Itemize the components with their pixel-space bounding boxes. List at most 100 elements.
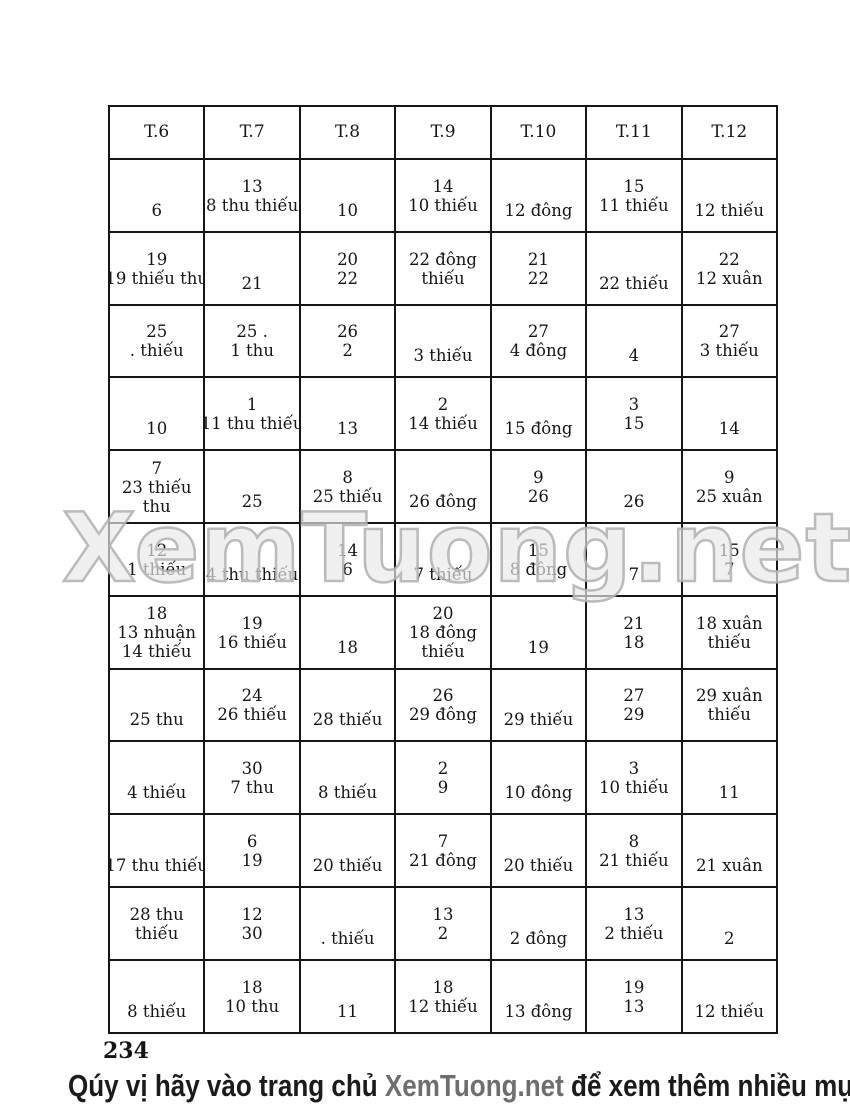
cell-line: 12 [146,540,168,560]
cell-line: 30 [241,759,263,779]
table-cell-r2-c5: 21 22 [491,232,588,306]
cell-line: 21 [623,613,645,633]
cell-line: thiếu [707,632,751,652]
cell-line: 29 thiếu [503,710,574,730]
cell-line: 11 thu thiếu [205,414,301,434]
table-cell-r11-c5: 2 đông [491,887,588,961]
table-cell-r7-c1: 18 13 nhuận 14 thiếu [110,596,206,670]
table-cell-r2-c7: 22 12 xuân [682,232,778,306]
cell-line: thiếu [707,705,751,725]
cell-line: 2 [437,395,449,415]
cell-line: 19 [623,977,645,997]
cell-line: 13 nhuận [117,623,196,643]
cell-line: 26 [527,487,549,507]
table-cell-r12-c6: 19 13 [587,960,683,1034]
table-cell-r6-c7: 15 7 [682,523,778,597]
cell-line: 14 [718,419,740,439]
cell-line: 9 [533,468,544,488]
table-cell-r11-c7: 2 [682,887,778,961]
cell-line: 29 xuân [695,686,763,706]
cell-line: 25 thu [129,710,184,730]
table-cell-r12-c4: 18 12 thiếu [396,960,492,1034]
table-cell-r5-c2: 25 [205,451,301,524]
cell-line: 26 đông [409,491,477,511]
footer-text-suffix: để xem thêm nhiều mục hay khác [571,1068,850,1103]
cell-line: 7 thu [230,778,274,798]
cell-line: 3 thiếu [699,341,759,361]
table-cell-r3-c5: 27 4 đông [491,305,588,379]
table-cell-r4-c1: 10 [110,378,206,452]
footer-brand-link: XemTuong.net [384,1068,564,1103]
cell-line: 15 [718,540,740,560]
table-cell-r7-c7: 18 xuân thiếu [682,596,778,670]
cell-line: 29 đông [409,705,477,725]
table-cell-r3-c3: 26 2 [300,305,397,379]
table-cell-r2-c3: 20 22 [300,232,397,306]
cell-line: 22 đông [409,249,477,269]
column-header-t11: T.11 [587,107,683,160]
table-cell-r10-c1: 17 thu thiếu [110,815,206,888]
footer-text-prefix: Qúy vị hãy vào trang chủ [68,1068,385,1103]
table-grid: T.6 T.7 T.8 T.9 T.10 T.11 T.12 6 13 8 thu thiếu 10… [108,105,778,1034]
table-cell-r10-c3: 20 thiếu [300,815,397,888]
cell-line: 10 thu [225,996,280,1016]
table-cell-r6-c5: 15 8 đông [491,523,588,597]
table-cell-r1-c4: 14 10 thiếu [396,160,492,233]
table-cell-r1-c5: 12 đông [491,160,588,233]
table-cell-r12-c1: 8 thiếu [110,960,206,1034]
cell-line: . thiếu [129,341,184,361]
table-cell-r7-c3: 18 [300,596,397,670]
cell-line: 18 [432,977,454,997]
cell-line: 4 đông [509,341,568,361]
cell-line: 21 thiếu [599,851,669,871]
cell-line: 8 thu thiếu [206,195,299,215]
table-cell-r5-c7: 9 25 xuân [682,451,778,524]
cell-line: 22 [527,268,549,288]
cell-line: 19 [241,613,263,633]
table-cell-r5-c5: 9 26 [491,451,588,524]
cell-line: 1 thiếu [127,559,187,579]
cell-line: 2 thiếu [604,923,664,943]
cell-line: 12 xuân [695,268,763,288]
cell-line: 7 [151,458,162,478]
cell-line: thiếu [421,642,465,662]
cell-line: 13 [623,904,645,924]
cell-line: 21 [241,273,263,293]
cell-line: 16 thiếu [217,632,287,652]
cell-line: 25 [146,322,168,342]
cell-line: 10 thiếu [599,778,669,798]
cell-line: 8 đông [509,559,568,579]
cell-line: 8 [342,468,353,488]
table-cell-r5-c6: 26 [587,451,683,524]
table-cell-r4-c5: 15 đông [491,378,588,452]
table-cell-r1-c7: 12 thiếu [682,160,778,233]
table-cell-r10-c6: 8 21 thiếu [587,815,683,888]
cell-line: 20 [432,604,454,624]
table-cell-r6-c2: 4 thu thiếu [205,523,301,597]
cell-line: 10 [146,419,168,439]
cell-line: 15 [623,414,645,434]
cell-line: 15 đông [504,419,573,439]
cell-line: 22 thiếu [599,273,669,293]
table-cell-r7-c5: 19 [491,596,588,670]
cell-line: 25 xuân [695,487,763,507]
cell-line: 7 [724,559,735,579]
cell-line: 3 [628,395,640,415]
table-cell-r2-c6: 22 thiếu [587,232,683,306]
cell-line: 14 [337,540,359,560]
cell-line: 13 đông [504,1001,573,1021]
cell-line: 11 [337,1001,359,1021]
cell-line: 4 thu thiếu [206,564,299,584]
cell-line: 6 [151,200,162,220]
table-cell-r4-c3: 13 [300,378,397,452]
cell-line: 28 thiếu [312,710,383,730]
table-cell-r6-c1: 12 1 thiếu [110,523,206,597]
footer-promo-text: Qúy vị hãy vào trang chủ XemTuong.net để… [68,1068,850,1104]
cell-line: 1 [246,395,258,415]
table-cell-r4-c7: 14 [682,378,778,452]
cell-line: 22 [337,268,359,288]
cell-line: 27 [718,322,740,342]
table-cell-r7-c2: 19 16 thiếu [205,596,301,670]
cell-line: 14 [432,176,454,196]
cell-line: 21 đông [409,851,477,871]
